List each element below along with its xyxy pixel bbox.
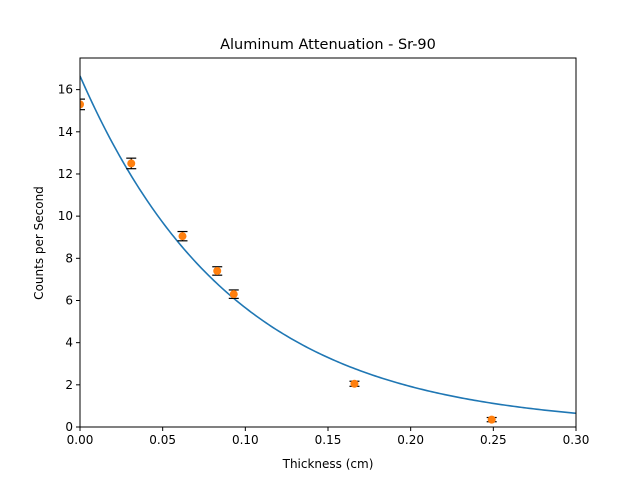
data-marker <box>350 379 359 388</box>
x-tick-label: 0.25 <box>480 433 507 447</box>
plot-content <box>80 75 576 424</box>
x-tick-label: 0.30 <box>563 433 590 447</box>
fit-curve <box>80 75 576 415</box>
x-tick-label: 0.05 <box>149 433 176 447</box>
x-tick-label: 0.00 <box>67 433 94 447</box>
data-point <box>349 379 360 388</box>
chart-title: Aluminum Attenuation - Sr-90 <box>220 37 436 53</box>
y-tick-label: 10 <box>58 209 73 223</box>
y-tick-label: 14 <box>58 125 73 139</box>
y-tick-label: 12 <box>58 167 73 181</box>
data-point <box>177 230 188 242</box>
data-point <box>80 98 85 111</box>
x-tick-label: 0.20 <box>397 433 424 447</box>
data-marker <box>80 100 84 109</box>
plot-area <box>80 75 576 424</box>
data-marker <box>213 266 222 275</box>
data-marker <box>487 415 496 424</box>
data-point <box>228 289 239 299</box>
data-marker <box>127 159 136 168</box>
data-point <box>486 415 497 424</box>
y-tick-label: 4 <box>65 336 73 350</box>
data-marker <box>178 232 187 241</box>
data-point <box>126 157 137 170</box>
x-tick-label: 0.10 <box>232 433 259 447</box>
x-tick-label: 0.15 <box>315 433 342 447</box>
y-tick-label: 8 <box>65 251 73 265</box>
data-marker <box>229 290 238 299</box>
axes: 0.00 0.05 0.10 0.15 0.20 0.25 0.30 0 2 4 6 8 10 12 14 1… <box>58 57 590 447</box>
x-axis-label: Thickness (cm) <box>282 457 374 471</box>
y-tick-label: 0 <box>65 420 73 434</box>
y-tick-label: 2 <box>65 378 73 392</box>
y-tick-label: 16 <box>58 83 73 97</box>
y-tick-label: 6 <box>65 293 73 307</box>
data-point <box>212 266 223 276</box>
y-axis-label: Counts per Second <box>32 186 46 300</box>
